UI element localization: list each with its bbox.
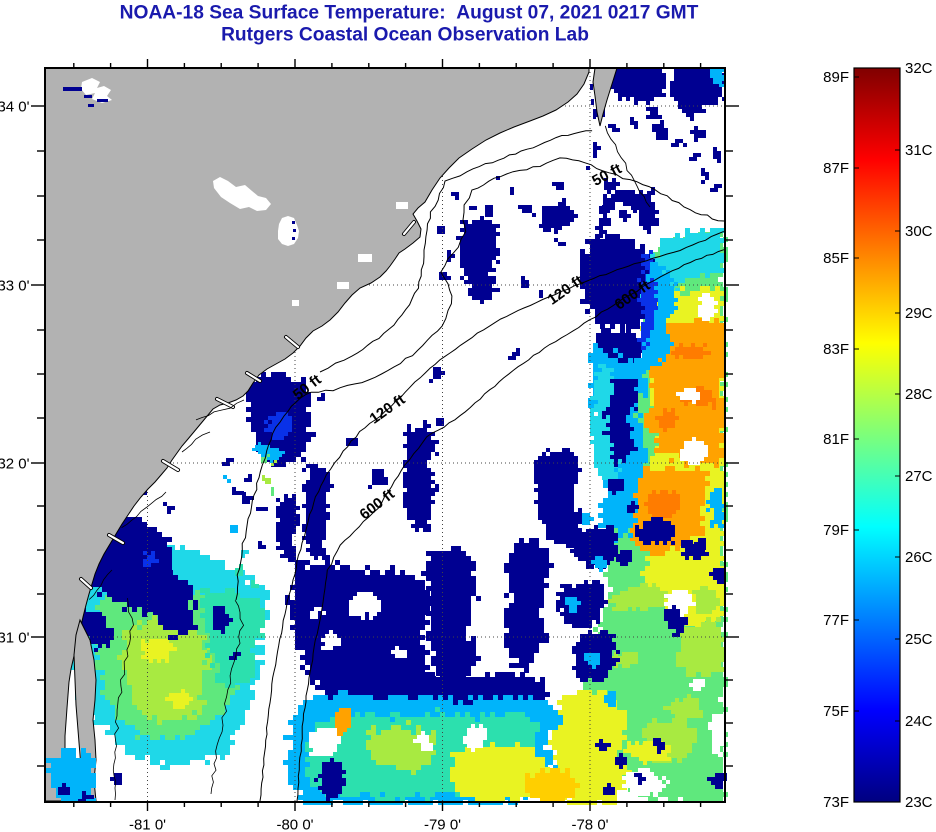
svg-text:32 0': 32 0' <box>0 456 30 473</box>
svg-text:87F: 87F <box>823 160 849 177</box>
svg-text:73F: 73F <box>823 794 849 811</box>
svg-text:23C: 23C <box>905 794 933 811</box>
svg-text:-81 0': -81 0' <box>129 817 166 832</box>
svg-text:85F: 85F <box>823 250 849 267</box>
svg-text:79F: 79F <box>823 522 849 539</box>
svg-text:-78 0': -78 0' <box>571 817 608 832</box>
svg-text:30C: 30C <box>905 223 933 240</box>
svg-text:27C: 27C <box>905 468 933 485</box>
svg-text:-80 0': -80 0' <box>276 817 313 832</box>
svg-text:89F: 89F <box>823 69 849 86</box>
svg-text:75F: 75F <box>823 703 849 720</box>
svg-text:-79 0': -79 0' <box>424 817 461 832</box>
svg-text:28C: 28C <box>905 386 933 403</box>
svg-text:33 0': 33 0' <box>0 278 30 295</box>
svg-text:31 0': 31 0' <box>0 630 30 647</box>
svg-text:24C: 24C <box>905 713 933 730</box>
svg-text:Rutgers Coastal Ocean Observat: Rutgers Coastal Ocean Observation Lab <box>221 25 589 46</box>
svg-text:31C: 31C <box>905 142 933 159</box>
svg-text:77F: 77F <box>823 612 849 629</box>
svg-text:83F: 83F <box>823 341 849 358</box>
svg-text:26C: 26C <box>905 549 933 566</box>
svg-text:81F: 81F <box>823 431 849 448</box>
svg-text:NOAA-18 Sea Surface Temperatur: NOAA-18 Sea Surface Temperature: August … <box>120 3 699 24</box>
svg-text:34 0': 34 0' <box>0 99 30 116</box>
svg-text:32C: 32C <box>905 60 933 77</box>
svg-text:25C: 25C <box>905 631 933 648</box>
svg-text:29C: 29C <box>905 305 933 322</box>
